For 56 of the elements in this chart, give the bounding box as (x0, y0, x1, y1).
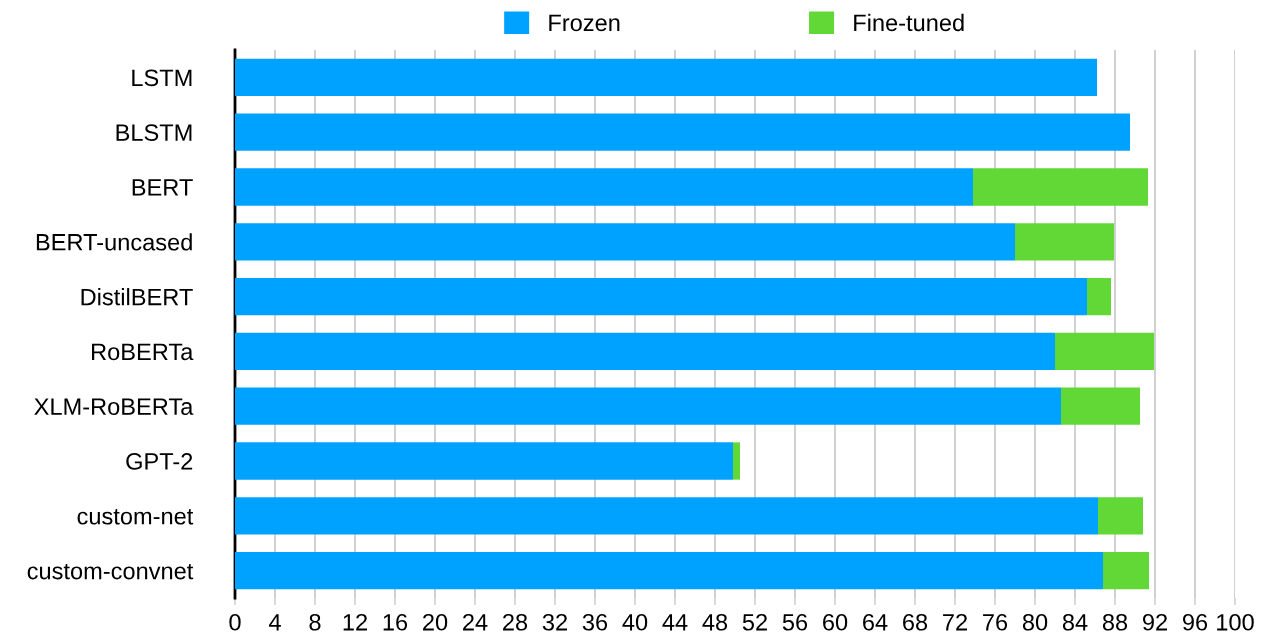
x-tick-label: 44 (662, 614, 688, 631)
y-tick-label: DistilBERT (81, 288, 193, 306)
bar (235, 58, 1097, 97)
bar (235, 442, 733, 480)
x-tick-label: 56 (782, 613, 808, 631)
x-tick-label: 36 (582, 613, 608, 631)
bar (235, 332, 1055, 371)
x-tick-label: 96 (1182, 613, 1208, 631)
bar (235, 223, 1015, 261)
x-tick-label: 4 (268, 614, 281, 631)
x-tick-label: 20 (423, 613, 448, 631)
x-tick-label: 64 (863, 613, 888, 631)
bar (235, 551, 1103, 590)
x-tick-label: 40 (622, 613, 648, 631)
x-tick-label: 72 (943, 613, 967, 631)
y-tick-label: BERT (132, 179, 193, 196)
y-tick-label: LSTM (132, 69, 192, 87)
bar (1098, 497, 1143, 535)
x-tick-label: 0 (229, 613, 241, 631)
x-tick-label: 84 (1062, 613, 1088, 631)
x-tick-label: 28 (503, 613, 528, 631)
y-tick-label: custom-convnet (27, 563, 194, 580)
bar (235, 277, 1087, 316)
x-tick-label: 76 (983, 613, 1008, 631)
bar (733, 442, 740, 480)
bar (1015, 223, 1114, 261)
x-tick-label: 16 (383, 613, 408, 631)
x-tick-label: 48 (702, 613, 728, 631)
x-tick-label: 24 (463, 613, 488, 631)
x-tick-label: 92 (1142, 613, 1167, 631)
bar (235, 497, 1098, 535)
y-tick-label: RoBERTa (92, 343, 194, 361)
x-tick-label: 52 (742, 613, 767, 631)
y-tick-label: XLM-RoBERTa (34, 398, 194, 415)
bar (1103, 551, 1149, 590)
y-tick-label: custom-net (77, 509, 194, 525)
bar (1061, 387, 1140, 425)
x-tick-label: 60 (823, 613, 848, 631)
legend-label: Frozen (549, 14, 620, 32)
y-tick-label: GPT-2 (126, 453, 193, 470)
x-tick-label: 68 (903, 613, 928, 631)
y-tick-label: BLSTM (116, 124, 192, 141)
y-tick-label: BERT-uncased (36, 233, 192, 251)
x-tick-label: 80 (1022, 613, 1048, 631)
legend-label: Fine-tuned (854, 13, 964, 32)
x-tick-label: 32 (542, 613, 567, 631)
bar (1087, 277, 1111, 316)
bar (235, 113, 1130, 151)
x-tick-label: 100 (1217, 613, 1254, 631)
x-tick-label: 88 (1102, 613, 1128, 631)
bar (973, 168, 1148, 206)
x-tick-label: 12 (343, 613, 367, 631)
x-tick-label: 8 (309, 613, 321, 631)
bar (235, 387, 1061, 425)
bar (1055, 332, 1154, 371)
bar (235, 168, 973, 206)
